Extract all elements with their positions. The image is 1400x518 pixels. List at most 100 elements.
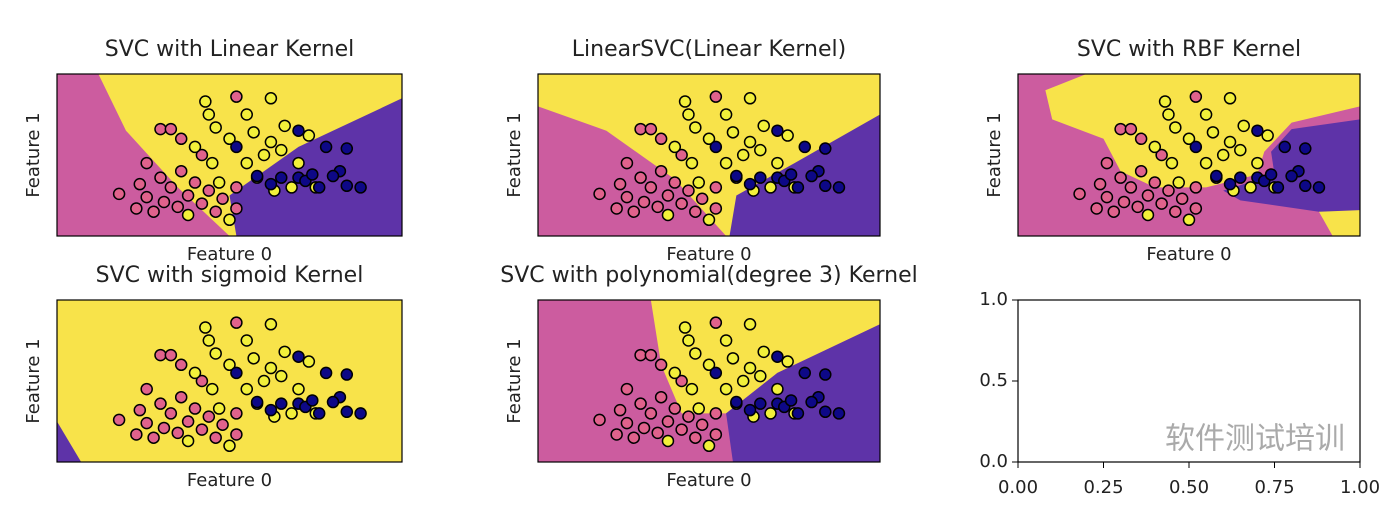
subplot-title: LinearSVC(Linear Kernel): [572, 37, 846, 62]
data-point: [264, 92, 278, 105]
region: [1045, 74, 1360, 188]
axes-frame: [1017, 299, 1361, 463]
data-point: [181, 208, 195, 222]
data-point: [634, 397, 647, 410]
data-point: [610, 428, 623, 441]
data-point: [1134, 164, 1148, 178]
data-point: [781, 129, 794, 142]
subplot: SVC with sigmoid Kernel Feature 0 Feature …: [23, 263, 403, 491]
data-point: [654, 164, 668, 178]
data-point: [620, 156, 634, 170]
data-point: [692, 402, 705, 415]
data-point: [726, 126, 740, 139]
data-point: [230, 366, 243, 380]
data-point: [593, 187, 606, 201]
data-point: [1169, 121, 1182, 134]
data-point: [1189, 90, 1203, 103]
data-point: [620, 190, 634, 204]
data-point: [743, 92, 757, 105]
data-point: [678, 321, 692, 334]
data-point: [1223, 92, 1237, 105]
data-point: [613, 177, 627, 191]
data-point: [832, 407, 846, 420]
subplot-title: SVC with sigmoid Kernel: [96, 263, 364, 288]
data-point: [678, 95, 692, 108]
data-point: [736, 148, 750, 162]
data-point: [771, 156, 784, 170]
data-point: [164, 181, 178, 194]
data-point: [1165, 156, 1179, 170]
data-point: [181, 415, 195, 428]
data-point: [685, 382, 699, 396]
data-point: [250, 169, 264, 183]
data-point: [661, 189, 675, 202]
decision-regions: [538, 300, 880, 462]
data-point: [285, 407, 298, 420]
data-point: [1073, 187, 1086, 201]
data-point: [661, 415, 675, 428]
subplot: LinearSVC(Linear Kernel) Feature 0 Feature…: [504, 37, 881, 265]
data-point: [326, 169, 340, 183]
data-point: [181, 189, 195, 202]
y-tick-label: 1.0: [979, 289, 1008, 310]
data-point: [174, 390, 188, 404]
decision-regions: [538, 74, 880, 236]
data-point: [1189, 181, 1203, 194]
data-point: [791, 407, 805, 420]
data-point: [634, 122, 647, 136]
data-point: [668, 366, 682, 380]
data-point: [164, 407, 178, 420]
data-point: [754, 369, 767, 383]
data-point: [668, 140, 682, 154]
data-point: [202, 184, 216, 197]
data-point: [1182, 213, 1196, 227]
data-point: [133, 177, 147, 191]
axes-frame: [56, 299, 403, 463]
data-point: [174, 132, 188, 146]
data-point: [668, 402, 682, 415]
data-point: [1100, 156, 1114, 170]
data-point: [709, 428, 723, 441]
data-point: [240, 108, 253, 121]
data-point: [188, 140, 202, 154]
data-point: [736, 374, 750, 388]
data-point: [212, 402, 226, 415]
data-point: [798, 366, 812, 380]
y-axis-label: Feature 1: [504, 112, 525, 197]
region: [229, 98, 402, 236]
data-point: [202, 334, 216, 347]
data-point: [312, 181, 326, 194]
data-point: [1312, 181, 1326, 194]
data-point: [1299, 179, 1312, 193]
data-point: [112, 413, 126, 427]
x-tick-label: 0.00: [998, 477, 1038, 498]
data-point: [340, 368, 354, 381]
region: [1318, 210, 1360, 236]
data-point: [292, 124, 305, 137]
data-point: [1251, 124, 1264, 137]
data-point: [195, 423, 209, 436]
data-point: [719, 334, 733, 347]
data-point: [784, 394, 798, 407]
data-point: [634, 348, 647, 362]
data-point: [247, 126, 260, 139]
subplot: 0.00 0.25 0.50 0.75 1.00 0.0 0.5 1.0: [979, 289, 1380, 498]
data-point: [613, 403, 627, 417]
data-point: [195, 197, 209, 210]
data-point: [764, 181, 777, 194]
data-point: [1199, 108, 1213, 121]
data-point: [754, 397, 767, 410]
data-point: [275, 369, 288, 383]
data-point: [1131, 200, 1144, 214]
data-point: [685, 156, 699, 170]
data-point: [292, 156, 305, 170]
data-point: [1271, 181, 1285, 194]
data-point: [1278, 140, 1292, 154]
data-point: [709, 316, 723, 329]
data-point: [719, 382, 733, 396]
data-point: [654, 132, 668, 146]
data-point: [644, 407, 658, 420]
data-point: [702, 358, 716, 372]
data-point: [682, 108, 695, 121]
data-point: [140, 416, 153, 430]
